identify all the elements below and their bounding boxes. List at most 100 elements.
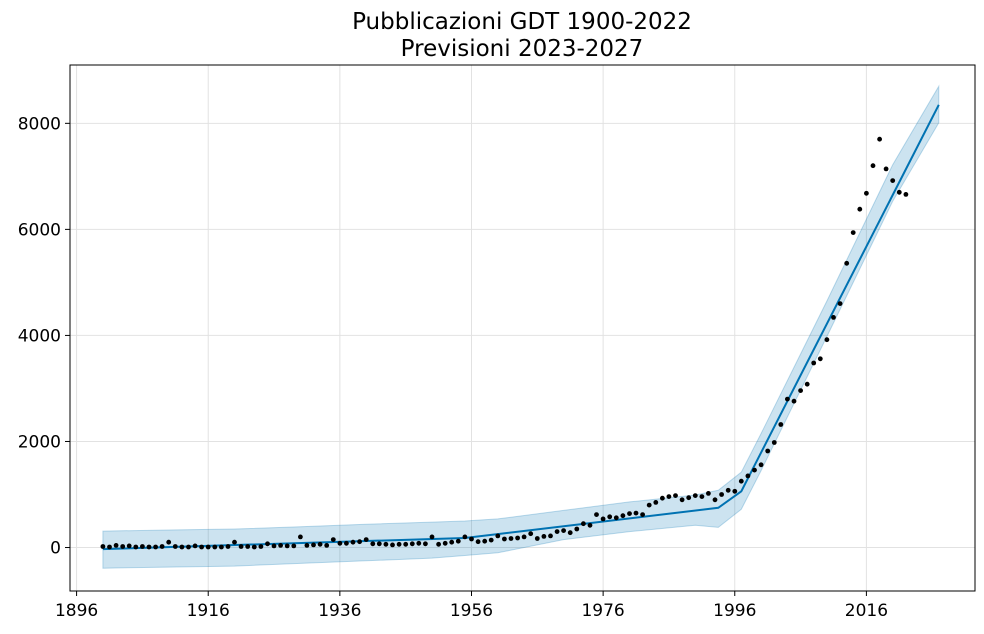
data-point (482, 538, 488, 544)
x-tick-label: 1916 (187, 601, 230, 621)
x-axis: 1896 1916 1936 1956 1976 1996 2016 (55, 591, 888, 621)
data-point (363, 537, 369, 542)
data-point (627, 511, 632, 516)
data-point (666, 494, 672, 499)
data-point (153, 544, 159, 550)
data-point (403, 541, 409, 547)
data-point (350, 539, 356, 545)
data-point (357, 539, 362, 545)
data-point (219, 544, 224, 550)
data-point (653, 500, 659, 505)
data-point (120, 544, 126, 549)
data-point (232, 539, 237, 545)
data-point (455, 538, 461, 544)
data-point (192, 543, 198, 549)
data-point (594, 512, 599, 517)
y-tick-label: 8000 (18, 114, 61, 134)
data-point (817, 356, 823, 362)
data-point (436, 541, 441, 547)
data-point (699, 494, 705, 499)
data-point (798, 388, 803, 393)
data-point (600, 516, 606, 522)
data-point (205, 544, 211, 550)
data-point (534, 536, 540, 541)
data-point (673, 493, 678, 498)
data-point (850, 230, 856, 236)
data-point (100, 544, 106, 549)
data-point (107, 544, 112, 550)
data-point (390, 542, 395, 548)
data-point (548, 533, 553, 539)
data-point (574, 526, 580, 532)
data-point (771, 440, 777, 445)
data-point (251, 544, 257, 550)
data-point (811, 360, 817, 366)
data-point (528, 531, 534, 537)
data-point (284, 543, 290, 549)
data-point (199, 544, 205, 550)
data-point (692, 493, 698, 498)
data-point (502, 536, 507, 542)
data-point (837, 301, 843, 306)
data-point (554, 529, 560, 534)
data-point (765, 448, 771, 454)
data-point (844, 260, 850, 266)
data-point (113, 543, 119, 548)
grid (70, 65, 975, 591)
data-point (166, 539, 172, 545)
data-point (298, 534, 303, 540)
data-point (521, 534, 527, 540)
data-point (238, 544, 244, 549)
data-point (271, 543, 277, 549)
data-point (719, 492, 724, 497)
data-point (416, 540, 422, 546)
x-tick-label: 1936 (318, 601, 361, 621)
data-point (429, 534, 435, 540)
data-point (324, 543, 330, 548)
data-point (646, 502, 652, 508)
data-point (311, 542, 316, 548)
data-point (660, 495, 665, 501)
x-tick-label: 1976 (581, 601, 624, 621)
x-tick-label: 2016 (845, 601, 888, 621)
chart-title-line1: Pubblicazioni GDT 1900-2022 (352, 9, 692, 35)
data-point (396, 541, 402, 547)
data-point (883, 166, 889, 172)
y-tick-label: 6000 (18, 220, 61, 240)
x-tick-label: 1996 (713, 601, 756, 621)
data-point (903, 192, 909, 197)
y-tick-label: 2000 (18, 432, 61, 452)
data-point (265, 541, 270, 547)
data-point (462, 534, 468, 540)
data-point (475, 539, 481, 545)
data-point (488, 537, 494, 543)
data-point (824, 337, 830, 343)
data-point (732, 488, 738, 494)
data-point (738, 478, 744, 484)
data-point (857, 206, 863, 212)
data-point (344, 540, 349, 546)
data-point (587, 522, 593, 528)
chart-title-line2: Previsioni 2023-2027 (401, 36, 644, 62)
data-point (515, 535, 520, 541)
data-point (126, 543, 132, 549)
data-point (409, 541, 415, 547)
x-tick-label: 1896 (55, 601, 98, 621)
data-point (442, 540, 448, 546)
data-point (712, 497, 718, 503)
data-point (607, 514, 613, 520)
data-point (686, 495, 692, 501)
y-axis: 0 2000 4000 6000 8000 (18, 114, 70, 559)
data-point (758, 462, 764, 468)
data-point (745, 473, 751, 479)
data-point (370, 541, 376, 547)
data-point (423, 541, 428, 547)
data-point (785, 396, 790, 402)
data-point (133, 544, 139, 550)
data-point (620, 513, 626, 519)
data-point (317, 541, 323, 547)
data-point (449, 539, 455, 545)
data-point (752, 467, 757, 473)
data-point (469, 536, 474, 542)
